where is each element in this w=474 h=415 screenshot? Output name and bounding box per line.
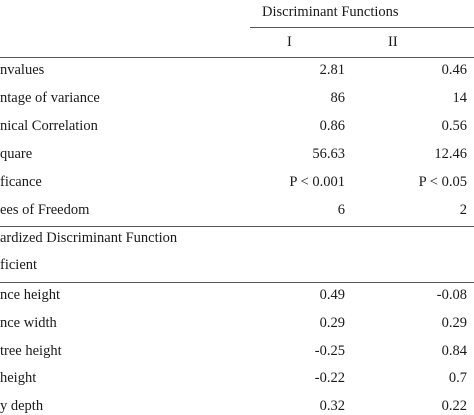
cell: 2: [459, 202, 467, 218]
row-label: nce height: [0, 287, 60, 303]
cell: 0.29: [319, 314, 345, 331]
cell: 0.84: [441, 342, 467, 359]
cell: 2.81: [319, 62, 345, 78]
cell: 0.56: [441, 118, 467, 134]
row-label: height: [0, 370, 37, 387]
column-header: I: [287, 34, 292, 50]
cell: 0.29: [441, 314, 467, 331]
row-label: ees of Freedom: [0, 202, 90, 218]
rule: [0, 226, 474, 227]
cell: -0.08: [436, 287, 467, 303]
cell: 12.46: [434, 146, 467, 162]
cell: 0.46: [441, 62, 467, 78]
cell: 0.22: [441, 398, 467, 415]
cell: 0.32: [319, 398, 345, 415]
row-label: tree height: [0, 342, 62, 359]
row-label: ficance: [0, 174, 42, 190]
cell: 14: [452, 90, 468, 106]
row-label: nical Correlation: [0, 118, 98, 134]
cell: P < 0.001: [289, 174, 345, 190]
row-label: nce width: [0, 314, 57, 331]
cell: 56.63: [312, 146, 345, 162]
cell: 6: [337, 202, 345, 218]
header-title: Discriminant Functions: [262, 4, 399, 20]
cell: -0.22: [314, 370, 345, 387]
cell: -0.25: [314, 342, 345, 359]
column-header: II: [388, 34, 398, 50]
rule: [250, 27, 474, 28]
cell: 0.86: [319, 118, 345, 134]
section-title: ficient: [0, 257, 38, 273]
row-label: quare: [0, 146, 33, 162]
section-title: ardized Discriminant Function: [0, 230, 178, 246]
row-label: nvalues: [0, 62, 45, 78]
rule: [0, 57, 474, 58]
row-label: ntage of variance: [0, 90, 100, 106]
cell: 0.7: [448, 370, 467, 387]
cell: 86: [330, 90, 346, 106]
row-label: y depth: [0, 398, 44, 415]
cell: P < 0.05: [418, 174, 467, 190]
cell: 0.49: [319, 287, 345, 303]
rule: [0, 282, 474, 283]
